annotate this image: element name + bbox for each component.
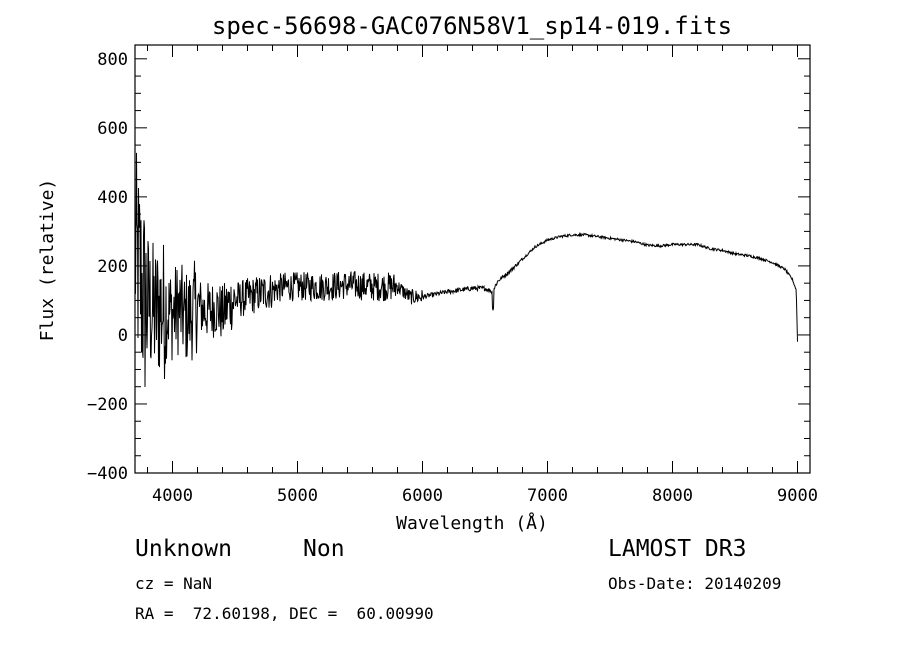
y-tick-label: 200 [97,257,128,277]
y-tick-label: 0 [118,326,128,346]
object-subclass: Non [303,536,345,562]
x-tick-label: 8000 [652,486,693,506]
spectrum-line [134,152,798,388]
x-tick-label: 4000 [152,486,193,506]
object-class: Unknown [135,536,232,562]
x-axis-label: Wavelength (Å) [396,512,548,534]
chart-title: spec-56698-GAC076N58V1_sp14-019.fits [212,12,732,40]
x-tick-label: 6000 [402,486,443,506]
y-tick-label: 600 [97,119,128,139]
y-axis-label: Flux (relative) [37,179,58,342]
x-tick-label: 5000 [277,486,318,506]
sky-coordinates: RA = 72.60198, DEC = 60.00990 [135,604,434,623]
axis-tick-labels: 4000 5000 6000 7000 8000 9000 −400 −200 0 200 400 6… [87,50,818,506]
axis-ticks [135,45,810,474]
y-tick-label: 400 [97,188,128,208]
x-tick-label: 9000 [777,486,818,506]
plot-frame [134,44,811,474]
y-tick-label: 800 [97,50,128,70]
redshift-cz: cz = NaN [135,574,213,593]
x-tick-label: 7000 [527,486,568,506]
y-tick-label: −200 [87,395,128,415]
y-tick-label: −400 [87,464,128,484]
observation-date: Obs-Date: 20140209 [608,574,782,593]
survey-name: LAMOST DR3 [608,536,747,562]
